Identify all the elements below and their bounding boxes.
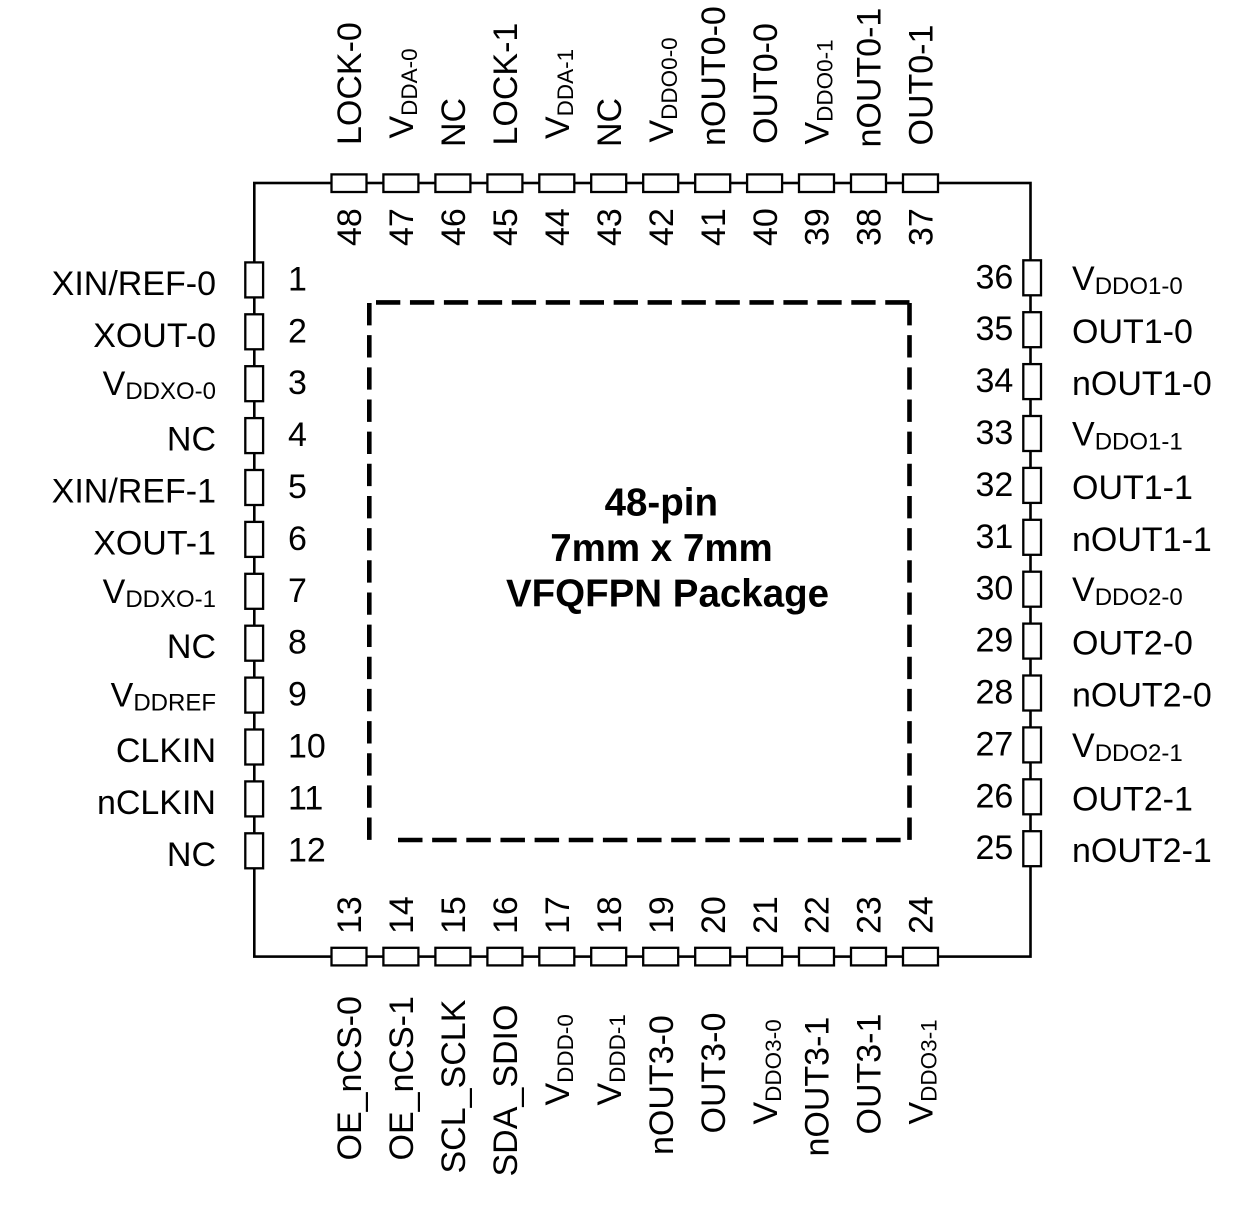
svg-text:OUT3-0: OUT3-0: [695, 1013, 733, 1134]
svg-text:nOUT0-0: nOUT0-0: [695, 6, 733, 146]
svg-text:OUT1-1: OUT1-1: [1072, 469, 1193, 507]
svg-text:8: 8: [288, 624, 307, 662]
svg-text:48: 48: [331, 208, 369, 246]
svg-text:35: 35: [976, 310, 1014, 348]
svg-text:18: 18: [591, 896, 629, 934]
svg-text:6: 6: [288, 520, 307, 558]
svg-text:20: 20: [695, 896, 733, 934]
svg-text:nCLKIN: nCLKIN: [97, 784, 216, 822]
svg-text:22: 22: [799, 896, 837, 934]
svg-text:15: 15: [435, 896, 473, 934]
svg-text:26: 26: [976, 777, 1014, 815]
svg-text:NC: NC: [167, 421, 216, 459]
svg-text:37: 37: [903, 208, 941, 246]
svg-text:13: 13: [331, 896, 369, 934]
svg-text:48-pin: 48-pin: [605, 482, 718, 525]
svg-text:33: 33: [976, 414, 1014, 452]
svg-text:34: 34: [976, 362, 1014, 400]
svg-text:nOUT0-1: nOUT0-1: [851, 8, 889, 148]
svg-text:nOUT3-0: nOUT3-0: [643, 1015, 681, 1155]
svg-text:nOUT2-0: nOUT2-0: [1072, 677, 1212, 715]
svg-text:VDDD-1: VDDD-1: [591, 1014, 630, 1105]
svg-text:3: 3: [288, 364, 307, 402]
svg-text:10: 10: [288, 728, 326, 766]
svg-text:VDDO2-0: VDDO2-0: [1072, 571, 1183, 611]
svg-text:23: 23: [851, 896, 889, 934]
svg-text:5: 5: [288, 468, 307, 506]
svg-text:24: 24: [903, 896, 941, 934]
svg-text:XIN/REF-1: XIN/REF-1: [52, 473, 216, 511]
svg-text:VDDD-0: VDDD-0: [539, 1014, 578, 1105]
svg-text:42: 42: [643, 208, 681, 246]
svg-text:VDDO1-1: VDDO1-1: [1072, 416, 1183, 456]
svg-text:12: 12: [288, 831, 326, 869]
svg-text:NC: NC: [167, 836, 216, 874]
svg-text:VDDXO-0: VDDXO-0: [103, 365, 216, 405]
svg-text:11: 11: [288, 779, 323, 817]
svg-text:LOCK-0: LOCK-0: [331, 22, 369, 145]
svg-text:XOUT-1: XOUT-1: [93, 524, 216, 562]
svg-text:SDA_SDIO: SDA_SDIO: [487, 1005, 525, 1177]
svg-text:VDDO3-0: VDDO3-0: [747, 1019, 786, 1124]
svg-text:OUT2-1: OUT2-1: [1072, 780, 1193, 818]
svg-text:9: 9: [288, 676, 307, 714]
svg-text:4: 4: [288, 416, 307, 454]
svg-text:47: 47: [383, 208, 421, 246]
svg-text:19: 19: [643, 896, 681, 934]
svg-text:30: 30: [976, 570, 1014, 608]
svg-text:VDDO1-0: VDDO1-0: [1072, 260, 1183, 300]
svg-text:OUT1-0: OUT1-0: [1072, 313, 1193, 351]
svg-text:VDDA-1: VDDA-1: [539, 49, 578, 139]
svg-text:OE_nCS-1: OE_nCS-1: [383, 996, 421, 1160]
svg-text:VDDO0-0: VDDO0-0: [643, 37, 682, 142]
svg-text:28: 28: [976, 674, 1014, 712]
svg-text:36: 36: [976, 258, 1014, 296]
svg-text:43: 43: [591, 208, 629, 246]
svg-text:XIN/REF-0: XIN/REF-0: [52, 265, 216, 303]
svg-text:41: 41: [695, 208, 733, 246]
svg-text:VFQFPN Package: VFQFPN Package: [506, 573, 829, 616]
svg-text:38: 38: [851, 208, 889, 246]
svg-text:27: 27: [976, 725, 1014, 763]
svg-text:OUT0-0: OUT0-0: [747, 23, 785, 144]
svg-text:31: 31: [976, 518, 1014, 556]
svg-text:SCL_SCLK: SCL_SCLK: [435, 999, 473, 1173]
svg-text:nOUT1-1: nOUT1-1: [1072, 521, 1212, 559]
svg-text:NC: NC: [435, 98, 473, 147]
svg-text:29: 29: [976, 622, 1014, 660]
svg-text:XOUT-0: XOUT-0: [93, 317, 216, 355]
svg-text:nOUT2-1: nOUT2-1: [1072, 832, 1212, 870]
svg-text:OUT2-0: OUT2-0: [1072, 625, 1193, 663]
svg-text:VDDO3-1: VDDO3-1: [903, 1019, 942, 1124]
svg-text:14: 14: [383, 896, 421, 934]
svg-text:44: 44: [539, 208, 577, 246]
svg-text:1: 1: [288, 260, 307, 298]
svg-text:7: 7: [288, 572, 307, 610]
svg-text:32: 32: [976, 466, 1014, 504]
svg-text:NC: NC: [591, 98, 629, 147]
svg-text:VDDREF: VDDREF: [111, 677, 216, 717]
svg-text:25: 25: [976, 829, 1014, 867]
svg-text:LOCK-1: LOCK-1: [487, 23, 525, 146]
svg-text:2: 2: [288, 312, 307, 350]
svg-text:VDDA-0: VDDA-0: [383, 48, 422, 138]
svg-text:17: 17: [539, 896, 577, 934]
svg-text:46: 46: [435, 208, 473, 246]
svg-text:39: 39: [799, 208, 837, 246]
svg-text:VDDO0-1: VDDO0-1: [799, 39, 838, 144]
svg-text:OE_nCS-0: OE_nCS-0: [331, 996, 369, 1160]
svg-text:7mm x 7mm: 7mm x 7mm: [550, 527, 773, 570]
svg-text:VDDO2-1: VDDO2-1: [1072, 727, 1183, 767]
svg-text:nOUT1-0: nOUT1-0: [1072, 365, 1212, 403]
svg-text:21: 21: [747, 896, 785, 934]
svg-text:OUT0-1: OUT0-1: [903, 25, 941, 146]
svg-text:45: 45: [487, 208, 525, 246]
svg-text:16: 16: [487, 896, 525, 934]
svg-text:NC: NC: [167, 628, 216, 666]
svg-text:40: 40: [747, 208, 785, 246]
svg-text:CLKIN: CLKIN: [116, 732, 216, 770]
svg-text:VDDXO-1: VDDXO-1: [103, 573, 216, 613]
svg-text:OUT3-1: OUT3-1: [851, 1014, 889, 1135]
svg-text:nOUT3-1: nOUT3-1: [799, 1017, 837, 1157]
